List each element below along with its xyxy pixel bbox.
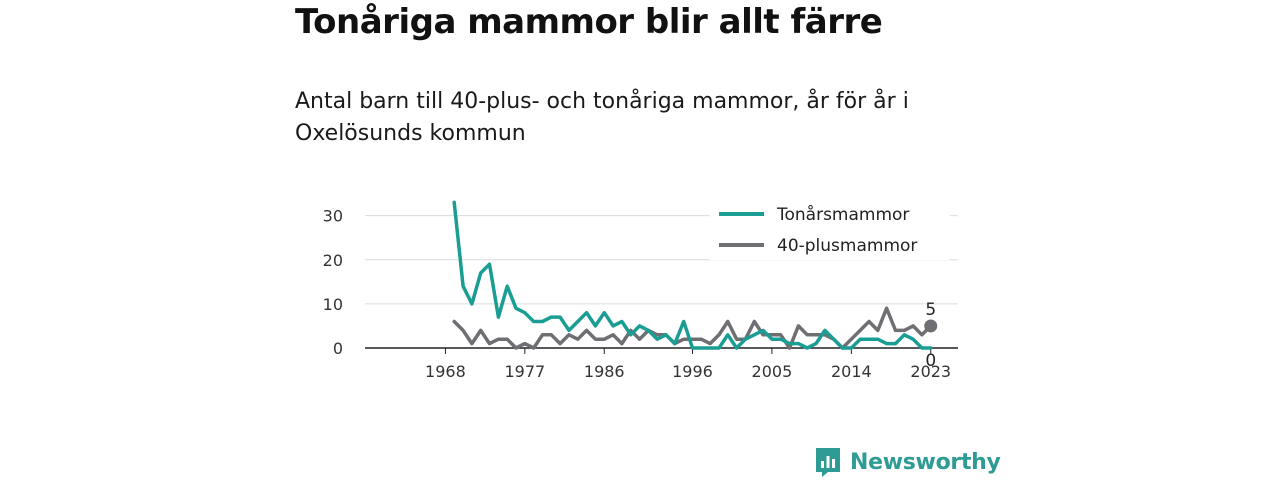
newsworthy-brand: Newsworthy <box>814 446 1001 478</box>
legend-label: 40-plusmammor <box>777 236 917 256</box>
series-line-ton-rsmammor <box>452 200 933 350</box>
series-lines <box>452 200 933 350</box>
y-axis-ticks: 0 10 20 30 <box>323 207 343 358</box>
end-value-label: 0 <box>925 351 936 371</box>
x-tick-label: 2005 <box>752 362 793 381</box>
y-tick-label: 10 <box>323 295 343 314</box>
end-marker <box>924 319 938 333</box>
legend-label: Tonårsmammor <box>776 204 909 225</box>
x-axis-ticks: 1968 1977 1986 1996 2005 2014 2023 <box>425 348 951 381</box>
newsworthy-logo-icon <box>816 448 840 477</box>
x-tick-label: 1968 <box>425 362 466 381</box>
end-value-label: 5 <box>925 300 936 320</box>
legend-background <box>710 198 950 260</box>
x-tick-label: 2014 <box>831 362 872 381</box>
chart-subtitle: Antal barn till 40-plus- och tonåriga ma… <box>295 89 909 146</box>
x-tick-label: 2023 <box>910 362 951 381</box>
y-tick-label: 20 <box>323 251 343 270</box>
y-tick-label: 0 <box>333 339 343 358</box>
series-line-40-plusmammor <box>452 306 933 350</box>
chart-title: Tonåriga mammor blir allt färre <box>295 2 883 42</box>
x-tick-label: 1977 <box>504 362 545 381</box>
x-tick-label: 1986 <box>584 362 625 381</box>
y-tick-label: 30 <box>323 207 343 226</box>
brand-name: Newsworthy <box>850 449 1001 475</box>
legend: Tonårsmammor 40-plusmammor <box>710 198 950 260</box>
end-labels: 05 <box>924 300 938 371</box>
x-tick-label: 1996 <box>672 362 713 381</box>
